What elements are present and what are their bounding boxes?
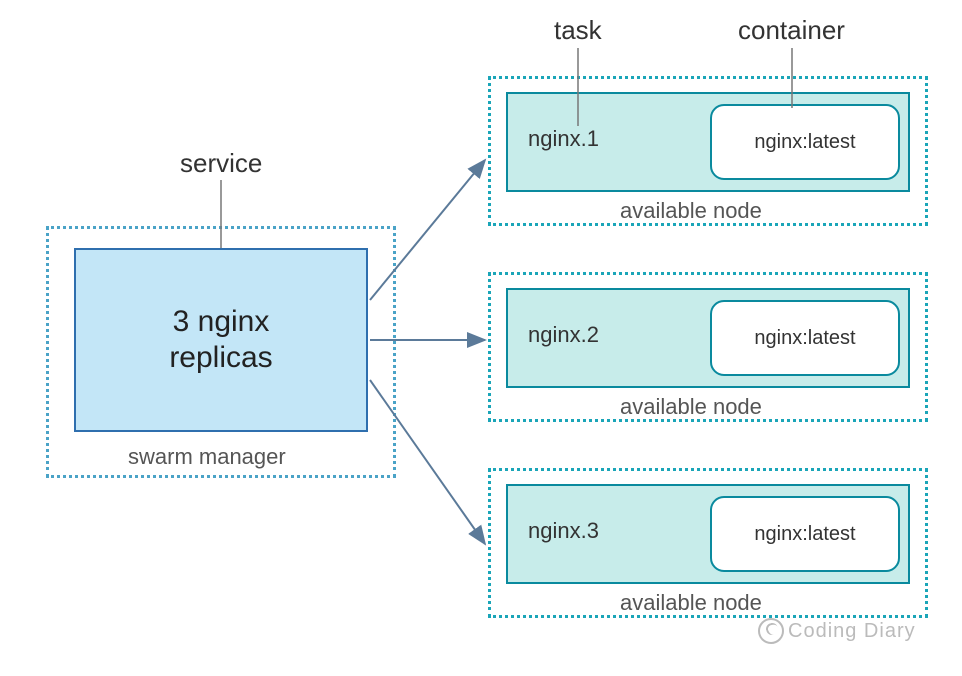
node-caption-1: available node (620, 198, 762, 224)
container-label-2: nginx:latest (754, 327, 855, 350)
node-caption-3: available node (620, 590, 762, 616)
task-label-2: nginx.2 (528, 322, 599, 348)
container-label-1: nginx:latest (754, 131, 855, 154)
swarm-manager-caption: swarm manager (128, 444, 286, 470)
label-container: container (738, 15, 845, 46)
label-service: service (180, 148, 262, 179)
container-box-1: nginx:latest (710, 104, 900, 180)
task-label-1: nginx.1 (528, 126, 599, 152)
container-label-3: nginx:latest (754, 523, 855, 546)
service-text-line1: 3 nginx (173, 304, 270, 340)
watermark-icon (758, 618, 784, 644)
label-task: task (554, 15, 602, 46)
service-box: 3 nginx replicas (74, 248, 368, 432)
watermark-text: Coding Diary (788, 620, 916, 643)
node-caption-2: available node (620, 394, 762, 420)
container-box-3: nginx:latest (710, 496, 900, 572)
container-box-2: nginx:latest (710, 300, 900, 376)
task-label-3: nginx.3 (528, 518, 599, 544)
service-text-line2: replicas (169, 340, 272, 376)
